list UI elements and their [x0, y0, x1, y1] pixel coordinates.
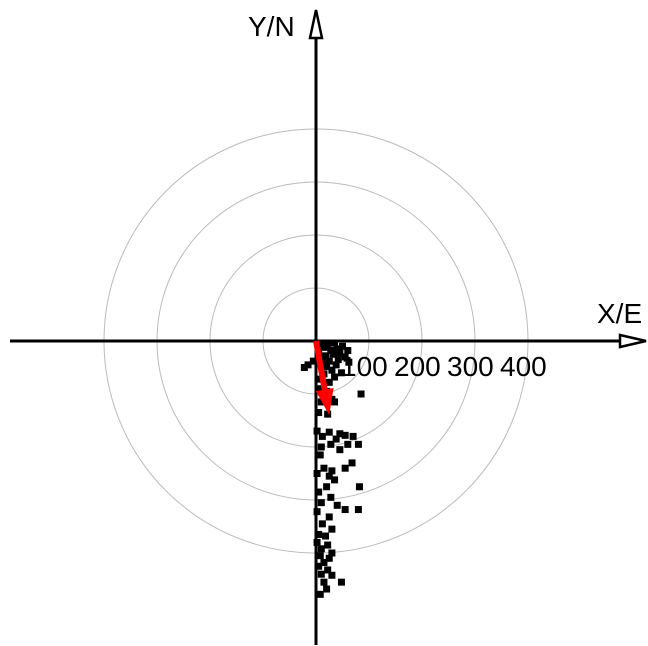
data-point — [336, 446, 344, 454]
data-point — [354, 506, 362, 514]
data-point — [328, 467, 336, 475]
data-point — [349, 432, 357, 440]
data-point — [336, 430, 344, 438]
data-point — [355, 483, 363, 491]
data-point — [345, 358, 353, 366]
data-point — [341, 431, 349, 439]
data-point — [313, 508, 321, 516]
data-point — [320, 464, 328, 472]
data-point — [309, 357, 317, 365]
data-point — [348, 459, 356, 467]
data-point — [317, 443, 325, 451]
data-point — [328, 549, 336, 557]
arrow-shaft — [313, 340, 328, 391]
data-point — [316, 552, 324, 560]
data-point — [344, 347, 352, 355]
arrow-head — [315, 388, 334, 416]
data-point — [317, 545, 325, 553]
data-point — [323, 585, 331, 593]
data-point — [357, 390, 365, 398]
data-point — [334, 356, 342, 364]
data-point — [325, 472, 333, 480]
data-point — [323, 483, 331, 491]
data-point — [329, 350, 337, 358]
data-point — [331, 339, 339, 347]
data-point — [323, 362, 331, 370]
data-point — [333, 345, 341, 353]
data-point — [336, 349, 344, 357]
data-point — [337, 578, 345, 586]
data-point — [316, 590, 324, 598]
data-point — [332, 361, 340, 369]
data-point — [315, 385, 323, 393]
data-point — [315, 530, 323, 538]
y-axis-arrowhead — [308, 9, 324, 40]
data-point — [332, 435, 340, 443]
ring-label: 200 — [394, 351, 441, 382]
data-point — [313, 427, 321, 435]
data-point — [322, 352, 330, 360]
data-point — [322, 532, 330, 540]
data-point — [315, 409, 323, 417]
data-point — [327, 493, 335, 501]
data-point — [328, 525, 336, 533]
data-point — [316, 451, 324, 459]
data-point — [325, 378, 333, 386]
data-point — [344, 440, 352, 448]
data-point — [339, 342, 346, 350]
data-point — [318, 520, 326, 528]
y-axis-label: Y/N — [248, 11, 295, 42]
data-point — [324, 410, 332, 418]
data-point — [317, 499, 325, 507]
data-point — [320, 559, 328, 567]
data-point — [304, 361, 312, 369]
data-point — [320, 343, 328, 351]
data-point — [317, 340, 325, 348]
ring-label: 400 — [500, 351, 547, 382]
data-point — [337, 369, 345, 377]
data-point — [328, 571, 336, 579]
data-point — [325, 357, 333, 365]
ring-label: 100 — [341, 351, 388, 382]
data-point — [317, 398, 325, 406]
data-point — [331, 398, 339, 406]
data-point — [324, 566, 332, 574]
data-point — [320, 578, 328, 586]
data-point — [313, 538, 321, 546]
mean-vector-arrow — [313, 340, 334, 416]
data-point — [313, 470, 321, 477]
data-point — [341, 353, 349, 361]
ring-label: 300 — [447, 351, 494, 382]
data-point — [317, 570, 325, 578]
x-axis-label: X/E — [597, 298, 642, 329]
x-axis-arrowhead — [618, 333, 647, 349]
data-point — [324, 541, 332, 549]
data-point — [315, 562, 323, 570]
data-point — [325, 428, 333, 436]
data-point — [341, 506, 349, 514]
data-point — [325, 513, 333, 521]
data-point — [325, 554, 333, 562]
data-point — [328, 366, 336, 374]
data-point — [300, 364, 308, 371]
data-point — [354, 440, 362, 448]
data-point — [331, 476, 339, 484]
data-point — [333, 501, 341, 509]
data-point — [327, 440, 335, 448]
data-point — [327, 347, 335, 355]
data-point — [324, 341, 332, 349]
data-point — [315, 488, 323, 496]
data-point — [341, 464, 349, 472]
data-point — [331, 373, 339, 381]
data-point — [318, 432, 326, 440]
ring-labels: 100 200 300 400 — [341, 351, 547, 382]
